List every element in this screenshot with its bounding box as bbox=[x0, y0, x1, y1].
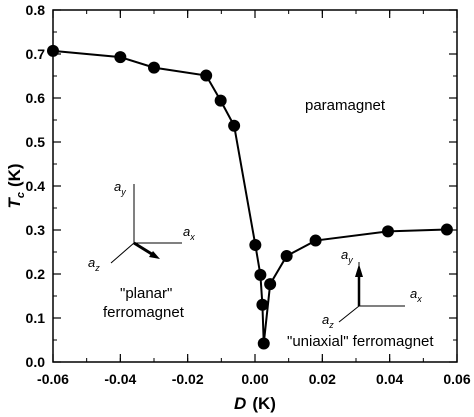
planar-axes-diagram: ay ax az bbox=[88, 179, 195, 273]
data-point bbox=[440, 223, 453, 236]
y-tick-label: 0.0 bbox=[26, 354, 46, 370]
x-tick-label: 0.04 bbox=[376, 371, 403, 387]
series-polyline bbox=[52, 49, 447, 344]
az-label-planar: az bbox=[88, 255, 100, 273]
planar-label-line2: ferromagnet bbox=[103, 304, 185, 321]
x-tick-label: 0.06 bbox=[443, 371, 470, 387]
data-point bbox=[228, 119, 241, 132]
x-tick-label: 0.02 bbox=[309, 371, 336, 387]
data-point bbox=[47, 44, 59, 57]
planar-label-line1: "planar" bbox=[120, 285, 172, 302]
x-tick-label: 0.00 bbox=[241, 371, 268, 387]
x-axis-title: D (K) bbox=[234, 394, 276, 413]
ax-label-planar: ax bbox=[183, 224, 195, 242]
data-point bbox=[200, 69, 213, 82]
data-point bbox=[381, 225, 394, 238]
y-axis-title: Tc(K) bbox=[5, 163, 27, 208]
ay-label-uniaxial: ay bbox=[341, 247, 353, 265]
data-point bbox=[257, 337, 270, 350]
y-tick-label: 0.2 bbox=[26, 266, 46, 282]
ax-label-uniaxial: ax bbox=[410, 286, 422, 304]
data-point bbox=[249, 238, 262, 251]
x-tick-label: -0.02 bbox=[172, 371, 204, 387]
y-tick-label: 0.4 bbox=[26, 178, 46, 194]
data-point bbox=[114, 51, 127, 64]
uniaxial-label: "uniaxial" ferromagnet bbox=[287, 333, 434, 350]
data-point bbox=[148, 61, 160, 74]
y-tick-label: 0.3 bbox=[26, 222, 46, 238]
y-tick-label: 0.5 bbox=[26, 134, 46, 150]
y-tick-label: 0.7 bbox=[26, 46, 46, 62]
x-tick-label: -0.04 bbox=[104, 371, 136, 387]
y-axis-ticks: 0.0 0.1 0.2 0.3 0.4 0.5 0.6 0.7 0.8 bbox=[26, 2, 457, 370]
data-point bbox=[264, 278, 277, 291]
paramagnet-label: paramagnet bbox=[305, 97, 386, 114]
data-point bbox=[280, 249, 293, 262]
ay-label-planar: ay bbox=[114, 179, 126, 197]
series-points bbox=[47, 44, 453, 350]
y-tick-label: 0.1 bbox=[26, 310, 46, 326]
data-point bbox=[309, 234, 322, 247]
x-tick-label: -0.06 bbox=[37, 371, 69, 387]
uniaxial-axes-diagram: ay ax az bbox=[322, 247, 422, 330]
data-point bbox=[256, 298, 269, 311]
y-tick-label: 0.6 bbox=[26, 90, 46, 106]
y-tick-label: 0.8 bbox=[26, 2, 46, 18]
series-line bbox=[52, 49, 447, 344]
x-axis-ticks: -0.06 -0.04 -0.02 0.00 0.02 0.04 0.06 bbox=[37, 10, 471, 387]
data-point bbox=[214, 94, 227, 107]
az-label-uniaxial: az bbox=[322, 312, 334, 330]
data-point bbox=[254, 268, 267, 281]
